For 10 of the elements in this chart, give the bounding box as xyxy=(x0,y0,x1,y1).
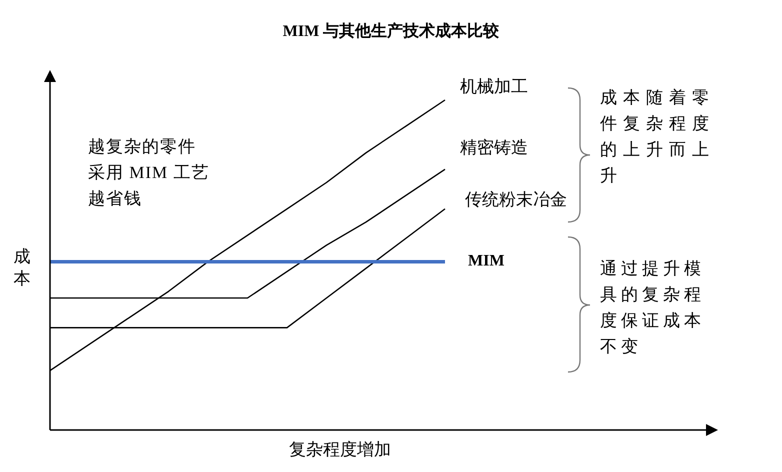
x-axis-title: 复杂程度增加 xyxy=(289,440,391,459)
text: 成本随着零件复杂程度的上升而上升 xyxy=(600,88,715,185)
text: 通过提升模具的复杂程度保证成本不变 xyxy=(600,259,705,356)
annotation: 越复杂的零件采用 MIM 工艺越省钱 xyxy=(88,137,210,208)
series-label: MIM xyxy=(468,252,504,270)
series-label: 精密铸造 xyxy=(460,138,528,158)
series-label: 传统粉末冶金 xyxy=(465,190,567,209)
y-axis-title: 成本 xyxy=(14,247,30,288)
series-label: 机械加工 xyxy=(460,76,528,96)
chart-title: MIM 与其他生产技术成本比较 xyxy=(282,22,500,40)
